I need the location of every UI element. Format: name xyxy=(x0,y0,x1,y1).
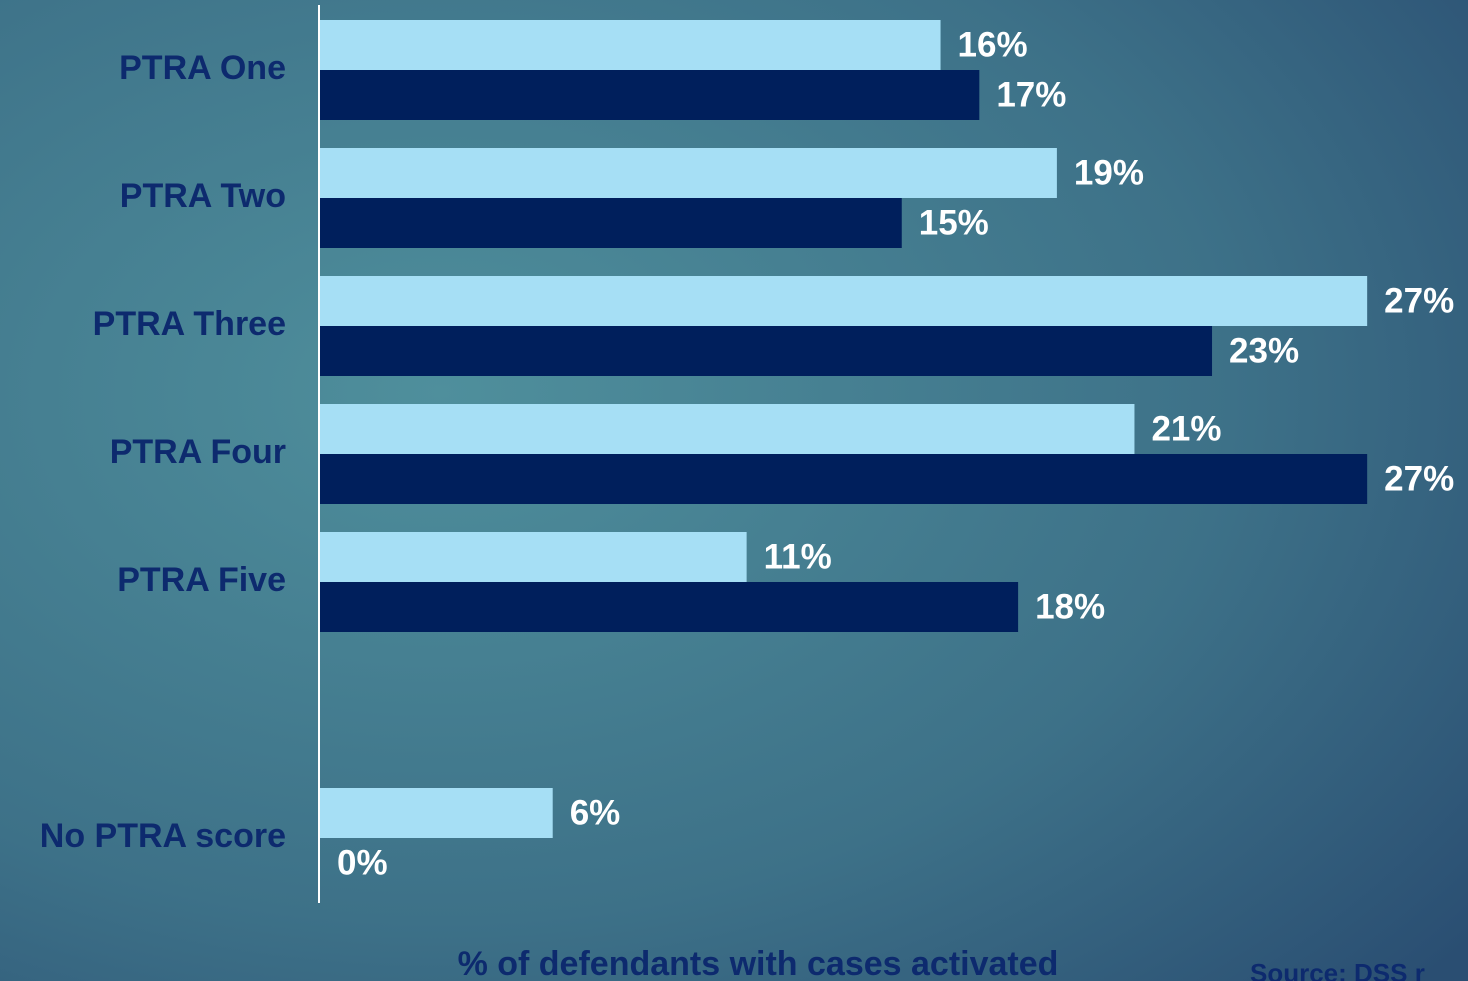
y-tick-label: PTRA Two xyxy=(120,177,286,215)
y-tick-label: PTRA Four xyxy=(110,433,286,471)
bar xyxy=(320,532,747,582)
data-label: 21% xyxy=(1151,409,1221,448)
source-note: Source: DSS r xyxy=(1250,958,1425,981)
data-label: 0% xyxy=(337,843,388,882)
bar xyxy=(320,582,1019,632)
bar xyxy=(320,404,1135,454)
data-label: 17% xyxy=(996,75,1066,114)
y-tick-label: No PTRA score xyxy=(40,817,286,855)
data-label: 15% xyxy=(919,203,989,242)
y-tick-label: PTRA Five xyxy=(117,561,286,599)
bar xyxy=(320,326,1213,376)
data-label: 27% xyxy=(1384,281,1454,320)
bar xyxy=(320,148,1057,198)
y-tick-label: PTRA One xyxy=(119,49,286,87)
bar xyxy=(320,276,1368,326)
data-label: 6% xyxy=(570,793,621,832)
bar xyxy=(320,788,553,838)
data-label: 18% xyxy=(1035,587,1105,626)
bar xyxy=(320,70,980,120)
data-label: 16% xyxy=(958,25,1028,64)
x-axis-label: % of defendants with cases activated xyxy=(458,945,1059,981)
data-label: 23% xyxy=(1229,331,1299,370)
data-label: 27% xyxy=(1384,459,1454,498)
data-label: 19% xyxy=(1074,153,1144,192)
y-tick-label: PTRA Three xyxy=(93,305,286,343)
bar xyxy=(320,454,1368,504)
bar xyxy=(320,198,902,248)
bar xyxy=(320,20,941,70)
data-label: 11% xyxy=(764,537,832,576)
